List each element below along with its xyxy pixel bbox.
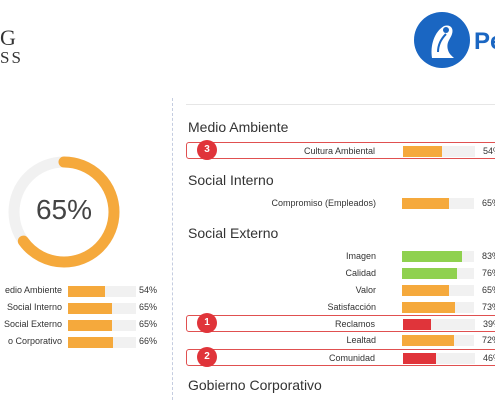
header: G SS Pe: [0, 0, 495, 82]
brand-name: Pe: [474, 28, 495, 55]
metric-bar-fill: [403, 146, 442, 157]
metric-row-imagen[interactable]: Imagen 83%: [186, 248, 495, 265]
metric-row-calidad[interactable]: Calidad 76%: [186, 265, 495, 282]
metric-row-cultura-ambiental[interactable]: Cultura Ambiental 54%: [186, 142, 495, 159]
summary-row: Social Interno 65%: [0, 300, 170, 317]
metric-row-satisfaccion[interactable]: Satisfacción 73%: [186, 299, 495, 316]
metric-bar-fill: [402, 251, 462, 262]
metric-value: 39%: [483, 319, 495, 329]
metric-row-comunidad[interactable]: Comunidad 46%: [186, 349, 495, 366]
metric-bar-fill: [402, 335, 454, 346]
metric-value: 65%: [482, 198, 495, 208]
summary-row-label: o Corporativo: [7, 336, 62, 346]
overall-score-donut: 65%: [0, 150, 130, 280]
metric-value: 72%: [482, 335, 495, 345]
summary-bar-track: [68, 286, 136, 297]
metric-bar-track: [402, 335, 474, 346]
metric-bar-fill: [403, 319, 432, 330]
summary-bar-fill: [68, 286, 105, 297]
metric-value: 73%: [482, 302, 495, 312]
section-title-gobierno-corporativo: Gobierno Corporativo: [188, 377, 322, 393]
metric-label: Reclamos: [334, 319, 375, 329]
metric-bar-fill: [402, 285, 449, 296]
metric-label: Valor: [355, 285, 376, 295]
top-rule: [186, 104, 495, 105]
metric-value: 46%: [483, 353, 495, 363]
summary-bar-track: [68, 303, 136, 314]
metric-value: 65%: [482, 285, 495, 295]
metric-row-valor[interactable]: Valor 65%: [186, 282, 495, 299]
metric-bar-track: [403, 319, 475, 330]
summary-row: Social Externo 65%: [0, 317, 170, 334]
overall-score-value: 65%: [35, 194, 93, 225]
summary-row-value: 54%: [139, 285, 158, 295]
brand-logo-right: Pe: [412, 10, 495, 70]
metric-bar-track: [402, 268, 474, 279]
metric-bar-fill: [402, 198, 449, 209]
summary-row-value: 65%: [139, 302, 158, 312]
metric-bar-track: [403, 353, 475, 364]
summary-bar-fill: [68, 337, 113, 348]
metric-bar-track: [402, 302, 474, 313]
summary-row: o Corporativo 66%: [0, 334, 170, 351]
metric-row-compromiso[interactable]: Compromiso (Empleados) 65%: [186, 195, 495, 212]
metric-bar-fill: [402, 302, 455, 313]
metric-label: Compromiso (Empleados): [271, 198, 376, 208]
callout-badge: 2: [197, 347, 217, 367]
summary-row: edio Ambiente 54%: [0, 283, 170, 300]
summary-bar-fill: [68, 320, 113, 331]
donut-arc: [8, 156, 120, 268]
metric-bar-track: [402, 285, 474, 296]
panel-divider: [172, 98, 173, 400]
summary-row-label: edio Ambiente: [4, 285, 62, 295]
summary-row-label: Social Interno: [6, 302, 62, 312]
metric-value: 54%: [483, 146, 495, 156]
section-title-medio-ambiente: Medio Ambiente: [188, 119, 289, 135]
metric-bar-fill: [403, 353, 437, 364]
metric-bar-track: [402, 198, 474, 209]
metric-value: 76%: [482, 268, 495, 278]
metric-bar-track: [403, 146, 475, 157]
summary-bar-track: [68, 320, 136, 331]
metric-value: 83%: [482, 251, 495, 261]
summary-bar-track: [68, 337, 136, 348]
summary-row-value: 65%: [139, 319, 158, 329]
metric-bar-fill: [402, 268, 457, 279]
section-title-social-externo: Social Externo: [188, 225, 279, 241]
summary-row-label: Social Externo: [3, 319, 62, 329]
metric-label: Comunidad: [328, 353, 375, 363]
metric-label: Calidad: [345, 268, 376, 278]
callout-badge: 3: [197, 140, 217, 160]
metric-label: Imagen: [345, 251, 376, 261]
metric-row-lealtad[interactable]: Lealtad 72%: [186, 332, 495, 349]
section-title-social-interno: Social Interno: [188, 172, 274, 188]
summary-row-value: 66%: [139, 336, 158, 346]
callout-badge: 1: [197, 313, 217, 333]
summary-list: edio Ambiente 54% Social Interno 65% Soc…: [0, 283, 170, 351]
summary-bar-fill: [68, 303, 113, 314]
metric-label: Lealtad: [346, 335, 376, 345]
metric-row-reclamos[interactable]: Reclamos 39%: [186, 315, 495, 332]
brand-emblem-icon: [414, 12, 470, 68]
company-logo-left: G SS: [0, 25, 23, 67]
metric-label: Cultura Ambiental: [303, 146, 375, 156]
metric-bar-track: [402, 251, 474, 262]
metric-label: Satisfacción: [327, 302, 376, 312]
